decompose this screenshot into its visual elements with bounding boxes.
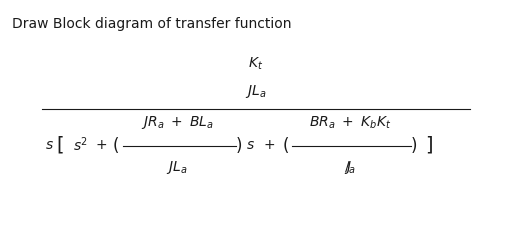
- Text: $)$: $)$: [410, 135, 417, 155]
- Text: $s$: $s$: [45, 138, 54, 152]
- Text: $s^2$: $s^2$: [73, 136, 88, 154]
- Text: $)$: $)$: [234, 135, 242, 155]
- Text: $JL_a$: $JL_a$: [166, 159, 188, 176]
- Text: $]$: $]$: [425, 134, 433, 155]
- Text: $($: $($: [113, 135, 119, 155]
- Text: $JR_a \ + \ BL_a$: $JR_a \ + \ BL_a$: [141, 114, 214, 131]
- Text: $+$: $+$: [95, 138, 106, 152]
- Text: $+$: $+$: [263, 138, 275, 152]
- Text: $K_t$: $K_t$: [248, 56, 264, 72]
- Text: Draw Block diagram of transfer function: Draw Block diagram of transfer function: [12, 17, 291, 31]
- Text: $BR_a \ + \ K_b K_t$: $BR_a \ + \ K_b K_t$: [309, 114, 392, 131]
- Text: $[$: $[$: [56, 134, 64, 155]
- Text: $JL_a$: $JL_a$: [245, 83, 267, 100]
- Text: $s$: $s$: [246, 138, 255, 152]
- Text: $($: $($: [282, 135, 289, 155]
- Text: $J\!\!\!/_{a}$: $J\!\!\!/_{a}$: [344, 159, 356, 176]
